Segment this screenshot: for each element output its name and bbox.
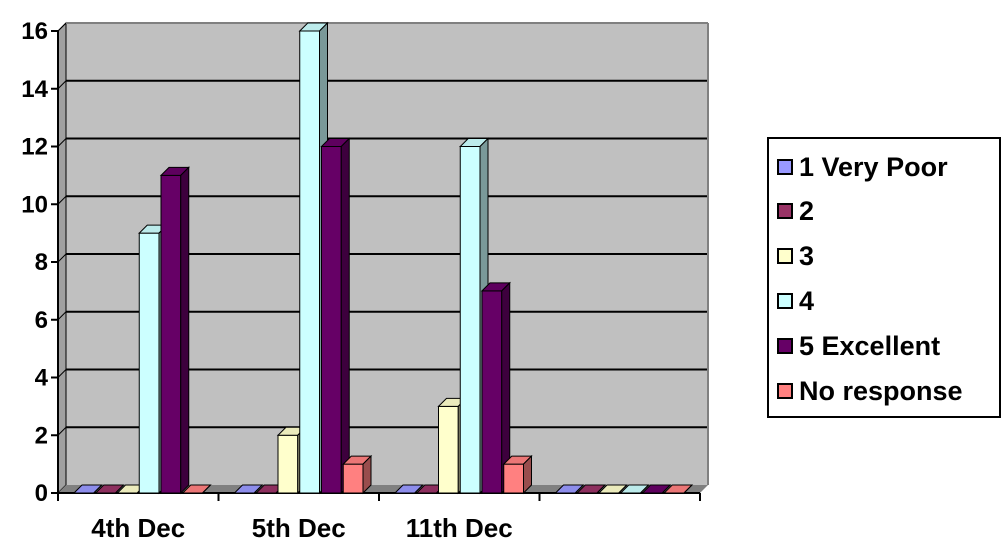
legend-item-5-excellent: 5 Excellent [777,331,940,361]
bar-side [596,484,606,494]
legend-label: 4 [799,285,815,316]
bar-side [180,166,190,495]
y-tick-label: 8 [35,249,48,276]
legend-item-1-very-poor: 1 Very Poor [777,152,948,182]
legend-item-2: 2 [777,196,814,226]
legend-swatch [777,159,793,175]
gridline-side [57,138,67,147]
gridline-side [57,369,67,378]
y-tick-label: 12 [21,134,48,161]
gridline-side [57,22,67,32]
legend-label: 2 [799,195,815,226]
y-tick-label: 4 [35,365,49,392]
plot-floor [58,485,708,493]
y-tick-label: 0 [35,480,48,507]
legend-label: 5 Excellent [799,330,941,361]
y-tick-label: 16 [21,18,48,45]
gridline-side [57,80,67,90]
bar [438,405,459,494]
x-tick-label: 4th Dec [91,513,185,543]
gridline-side [57,253,67,263]
bar-side [661,484,671,494]
bar-side [574,484,584,494]
bar-side [640,484,649,494]
legend-swatch [777,338,793,354]
x-tick-label: 11th Dec [406,513,513,543]
legend-label: No response [799,375,963,406]
gridline-side [57,311,67,321]
bar [342,463,364,494]
legend-label: 3 [799,240,815,271]
bar [481,290,503,494]
bar [277,434,299,494]
y-tick-label: 10 [21,191,48,218]
legend-item-4: 4 [777,286,814,316]
bar-side [362,454,372,495]
bar-side [683,484,693,494]
legend-swatch [777,203,793,219]
bar [138,232,160,494]
bar-side [202,484,211,494]
bar-side [253,484,263,494]
bar-side [115,484,124,494]
y-tick-label: 14 [21,76,48,103]
legend-item-no-response: No response [777,376,963,406]
bar [459,146,481,494]
legend-swatch [777,293,793,309]
x-tick-label: 5th Dec [252,513,346,543]
gridline-side [57,426,67,436]
legend-item-3: 3 [777,241,814,271]
bar [321,146,342,494]
y-tick-label: 2 [35,422,48,449]
bar-side [414,484,424,494]
y-tick-label: 6 [35,307,48,334]
bar-side [618,484,628,494]
bar [503,463,524,494]
legend-label: 1 Very Poor [799,151,948,182]
bar-side [93,484,103,494]
bar-side [340,137,350,495]
legend-swatch [777,248,793,264]
bar-side [523,454,532,495]
bar [299,30,320,494]
legend: 1 Very Poor 2 3 4 5 Excellent No respons… [767,137,1001,418]
legend-swatch [777,383,793,399]
bar [160,174,182,494]
gridline-side [57,195,67,205]
